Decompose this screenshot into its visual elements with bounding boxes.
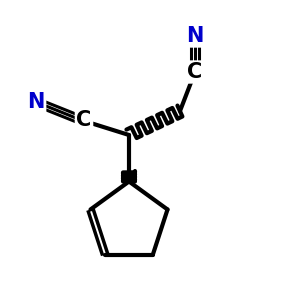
Text: N: N [186,26,204,46]
Text: C: C [76,110,92,130]
Text: N: N [27,92,45,112]
Text: C: C [188,62,202,82]
